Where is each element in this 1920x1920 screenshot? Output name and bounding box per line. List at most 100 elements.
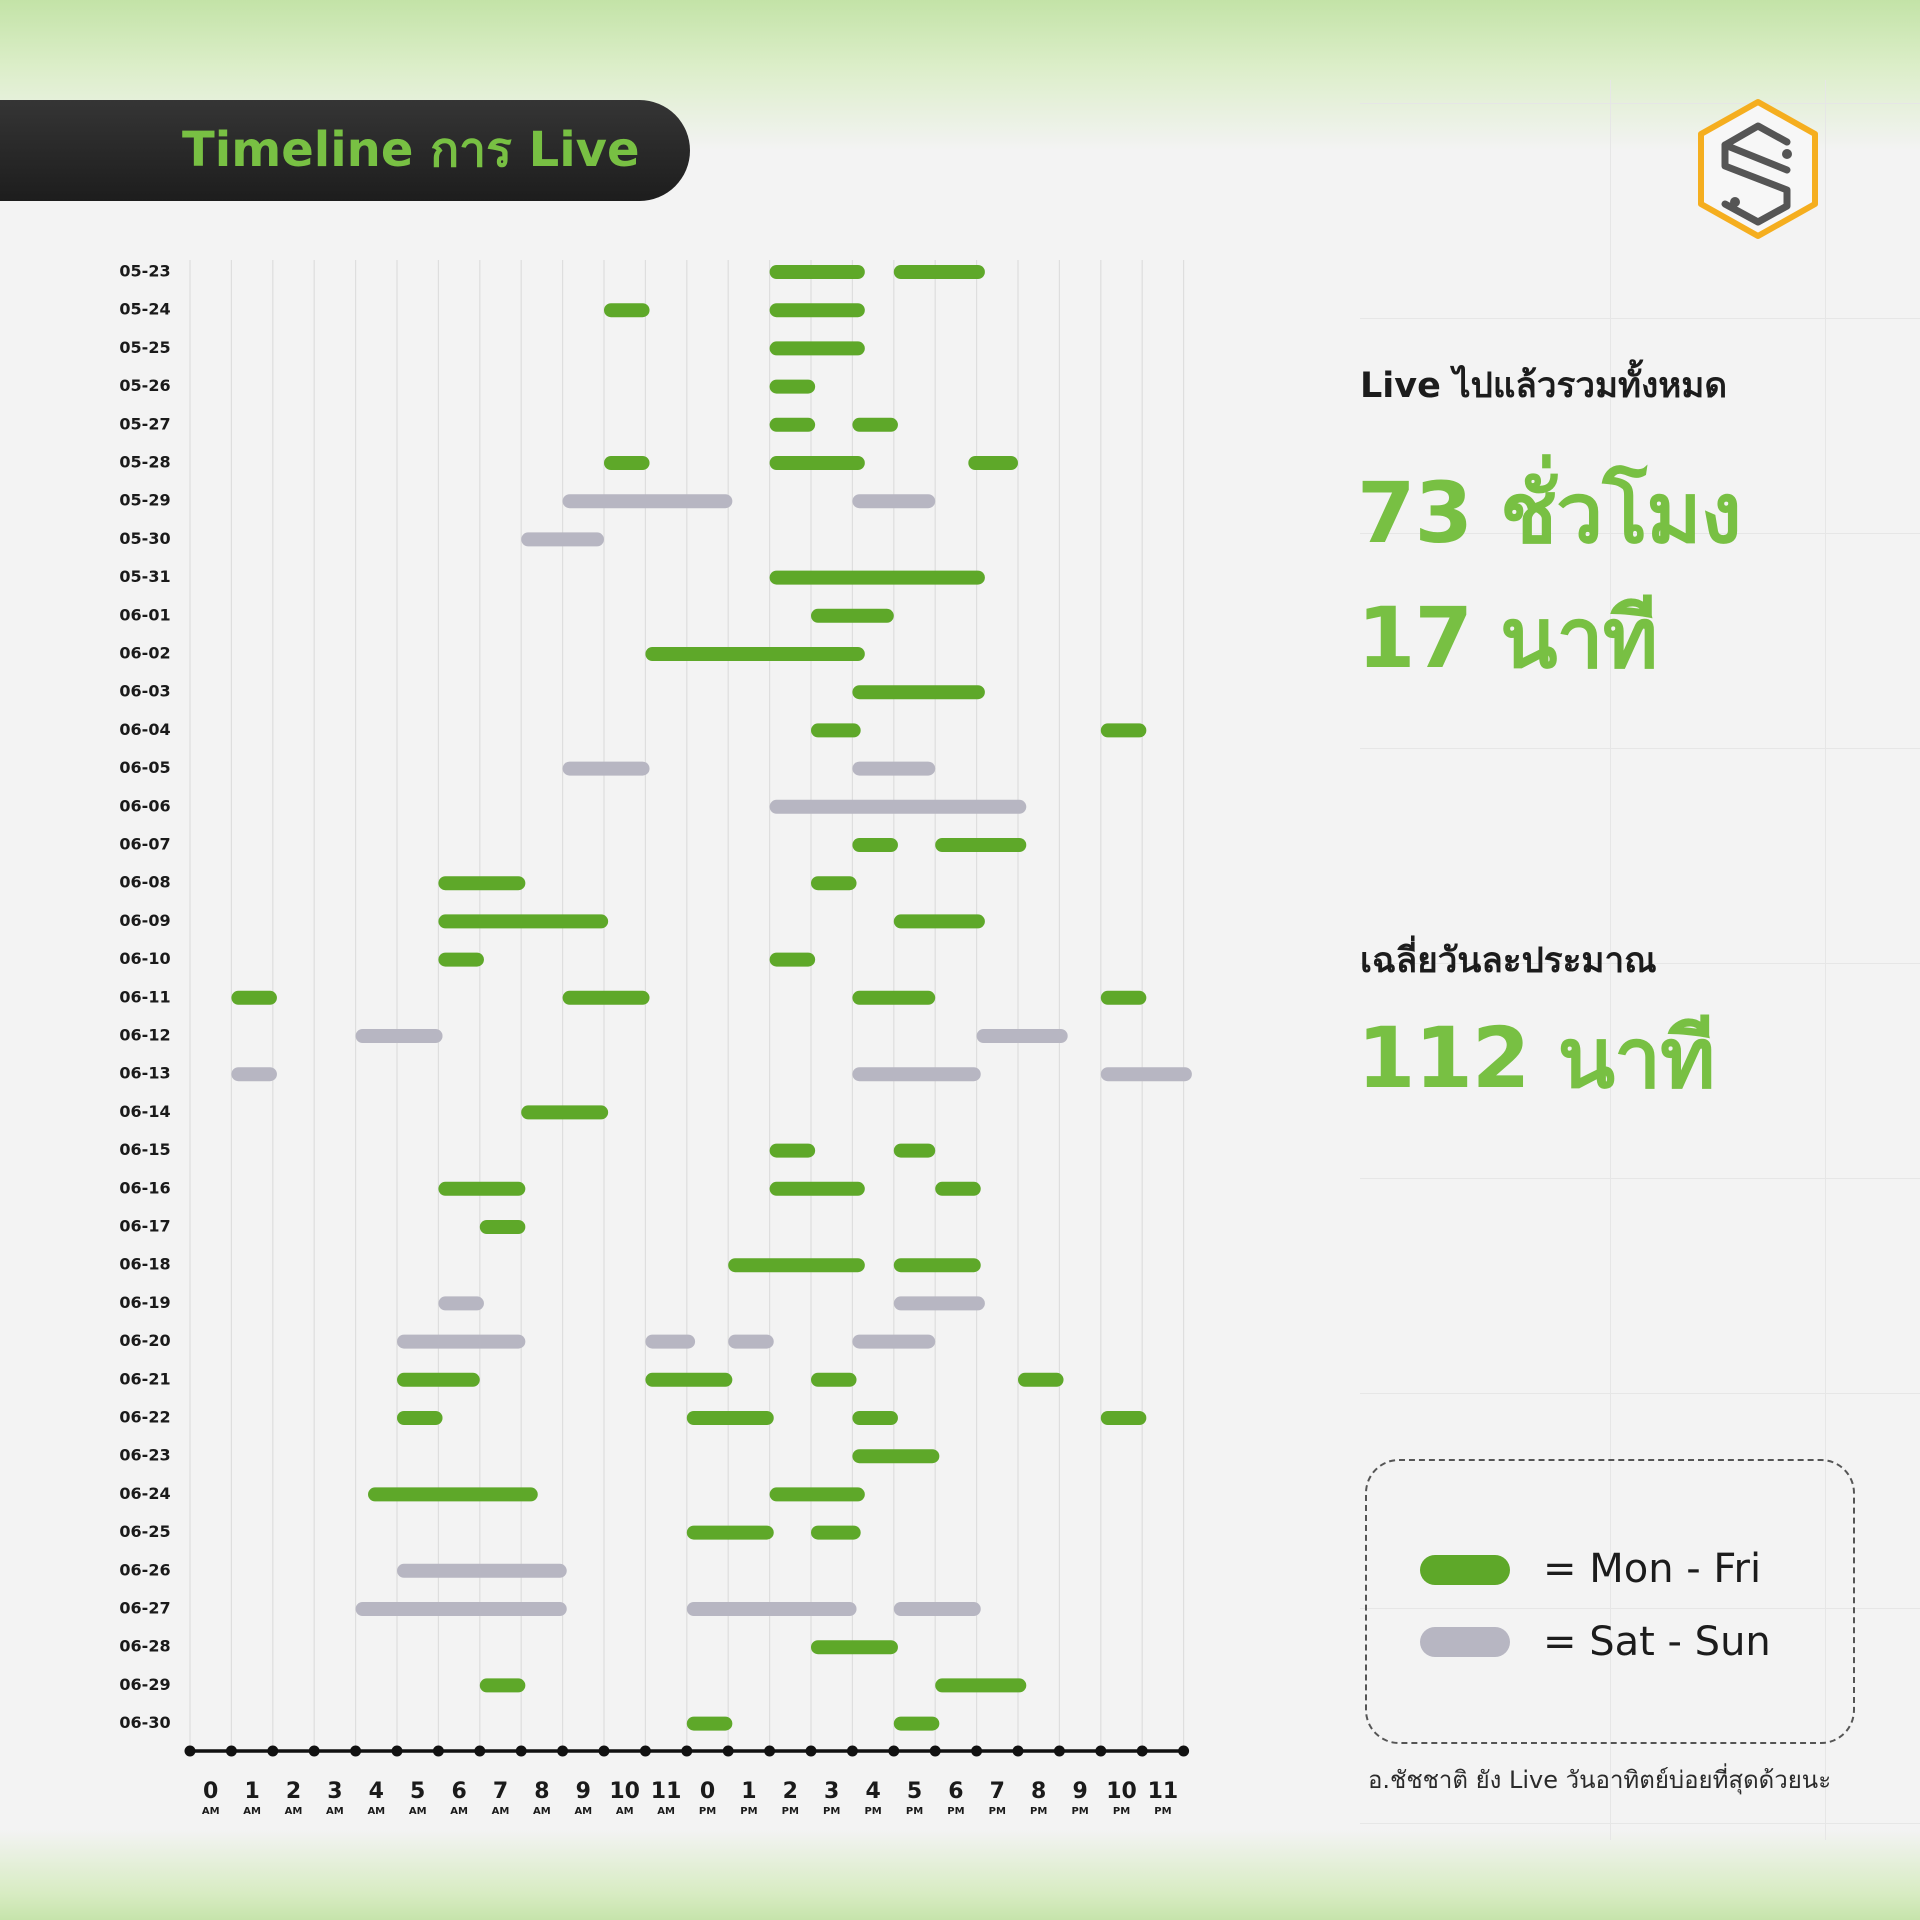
date-label: 06-01 bbox=[119, 605, 170, 624]
legend-label-weekend: = Sat - Sun bbox=[1543, 1619, 1771, 1665]
axis-tick-dot bbox=[1095, 1745, 1107, 1757]
x-tick-ampm: PM bbox=[823, 1806, 840, 1817]
axis-tick-dot bbox=[1178, 1745, 1190, 1757]
date-label: 05-25 bbox=[119, 338, 170, 357]
date-label: 06-21 bbox=[119, 1369, 170, 1388]
x-tick-ampm: AM bbox=[492, 1806, 510, 1817]
legend: = Mon - Fri = Sat - Sun bbox=[1365, 1459, 1855, 1744]
date-label: 06-25 bbox=[119, 1522, 170, 1541]
legend-swatch-weekday bbox=[1420, 1555, 1510, 1585]
axis-tick-dot bbox=[722, 1745, 734, 1757]
x-tick-label: 5 bbox=[907, 1779, 922, 1804]
x-tick-label: 10 bbox=[1106, 1779, 1137, 1804]
x-tick-label: 8 bbox=[534, 1779, 549, 1804]
date-label: 06-09 bbox=[119, 911, 170, 930]
date-label: 05-23 bbox=[119, 262, 170, 281]
date-label: 06-18 bbox=[119, 1255, 170, 1274]
date-label: 06-28 bbox=[119, 1637, 170, 1656]
axis-tick-dot bbox=[639, 1745, 651, 1757]
date-label: 06-23 bbox=[119, 1446, 170, 1465]
hexagon-logo-icon bbox=[1698, 99, 1818, 239]
axis-tick-dot bbox=[929, 1745, 941, 1757]
date-label: 06-22 bbox=[119, 1408, 170, 1427]
total-live-label: Live ไปแล้วรวมทั้งหมด bbox=[1360, 366, 1728, 406]
axis-tick-dot bbox=[308, 1745, 320, 1757]
x-tick-label: 8 bbox=[1031, 1779, 1046, 1804]
date-label: 06-29 bbox=[119, 1675, 170, 1694]
x-tick-ampm: AM bbox=[574, 1806, 592, 1817]
axis-tick-dot bbox=[391, 1745, 403, 1757]
date-label: 06-06 bbox=[119, 796, 170, 815]
x-tick-ampm: AM bbox=[243, 1806, 261, 1817]
date-label: 06-08 bbox=[119, 873, 170, 892]
x-tick-label: 6 bbox=[948, 1779, 963, 1804]
live-timeline-chart: 0 AM 1 AM 2 AM 3 AM 4 AM 5 AM 6 AM 7 AM 8 AM 9 AM 10 AM 11 AM 0 P… bbox=[119, 260, 1192, 1817]
average-label: เฉลี่ยวันละประมาณ bbox=[1360, 941, 1657, 981]
axis-tick-dot bbox=[515, 1745, 527, 1757]
total-hours-value: 73 ชั่วโมง bbox=[1357, 464, 1742, 562]
axis-tick-dot bbox=[474, 1745, 486, 1757]
date-label: 06-27 bbox=[119, 1599, 170, 1618]
axis-tick-dot bbox=[681, 1745, 693, 1757]
date-label: 05-27 bbox=[119, 414, 170, 433]
date-label: 06-13 bbox=[119, 1064, 170, 1083]
date-label: 06-24 bbox=[119, 1484, 170, 1503]
title-banner: Timeline การ Live bbox=[0, 100, 690, 201]
x-tick-ampm: PM bbox=[989, 1806, 1006, 1817]
x-tick-label: 11 bbox=[651, 1779, 682, 1804]
date-label: 06-10 bbox=[119, 949, 170, 968]
x-tick-label: 7 bbox=[493, 1779, 508, 1804]
background-bottom-gradient bbox=[0, 1830, 1920, 1920]
axis-tick-dot bbox=[1136, 1745, 1148, 1757]
legend-label-weekday: = Mon - Fri bbox=[1543, 1546, 1762, 1592]
date-label: 05-31 bbox=[119, 567, 170, 586]
x-tick-ampm: AM bbox=[533, 1806, 551, 1817]
x-tick-label: 0 bbox=[700, 1779, 715, 1804]
x-tick-ampm: PM bbox=[1113, 1806, 1130, 1817]
x-tick-label: 7 bbox=[990, 1779, 1005, 1804]
background-grid bbox=[1360, 80, 1920, 1840]
x-tick-label: 9 bbox=[576, 1779, 591, 1804]
x-tick-label: 6 bbox=[451, 1779, 466, 1804]
date-label: 06-05 bbox=[119, 758, 170, 777]
x-tick-ampm: AM bbox=[409, 1806, 427, 1817]
axis-tick-dot bbox=[1012, 1745, 1024, 1757]
axis-tick-dot bbox=[225, 1745, 237, 1757]
x-tick-label: 2 bbox=[286, 1779, 301, 1804]
axis-tick-dot bbox=[805, 1745, 817, 1757]
axis-tick-dot bbox=[888, 1745, 900, 1757]
date-label: 05-29 bbox=[119, 491, 170, 510]
date-label: 06-20 bbox=[119, 1331, 170, 1350]
date-label: 06-26 bbox=[119, 1560, 170, 1579]
x-tick-ampm: AM bbox=[657, 1806, 675, 1817]
axis-tick-dot bbox=[1053, 1745, 1065, 1757]
x-tick-label: 11 bbox=[1148, 1779, 1179, 1804]
date-label: 06-17 bbox=[119, 1217, 170, 1236]
x-tick-ampm: PM bbox=[1071, 1806, 1088, 1817]
date-label: 06-19 bbox=[119, 1293, 170, 1312]
x-tick-ampm: PM bbox=[947, 1806, 964, 1817]
footnote: อ.ชัชชาติ ยัง Live วันอาทิตย์บ่อยที่สุดด… bbox=[1368, 1766, 1832, 1794]
x-tick-ampm: AM bbox=[450, 1806, 468, 1817]
x-tick-ampm: PM bbox=[1154, 1806, 1171, 1817]
axis-tick-dot bbox=[764, 1745, 776, 1757]
date-label: 05-28 bbox=[119, 453, 170, 472]
axis-tick-dot bbox=[971, 1745, 983, 1757]
x-tick-label: 0 bbox=[203, 1779, 218, 1804]
axis-tick-dot bbox=[432, 1745, 444, 1757]
date-label: 06-03 bbox=[119, 682, 170, 701]
axis-tick-dot bbox=[350, 1745, 362, 1757]
x-tick-ampm: AM bbox=[326, 1806, 344, 1817]
total-minutes-value: 17 นาที bbox=[1357, 589, 1658, 687]
date-label: 06-15 bbox=[119, 1140, 170, 1159]
date-label: 06-02 bbox=[119, 644, 170, 663]
x-tick-ampm: AM bbox=[285, 1806, 303, 1817]
x-tick-ampm: PM bbox=[782, 1806, 799, 1817]
x-tick-label: 4 bbox=[369, 1779, 384, 1804]
page-title: Timeline การ Live bbox=[182, 122, 640, 178]
x-tick-ampm: AM bbox=[202, 1806, 220, 1817]
date-label: 06-30 bbox=[119, 1713, 170, 1732]
x-tick-label: 5 bbox=[410, 1779, 425, 1804]
date-label: 05-24 bbox=[119, 300, 170, 319]
x-tick-ampm: PM bbox=[699, 1806, 716, 1817]
